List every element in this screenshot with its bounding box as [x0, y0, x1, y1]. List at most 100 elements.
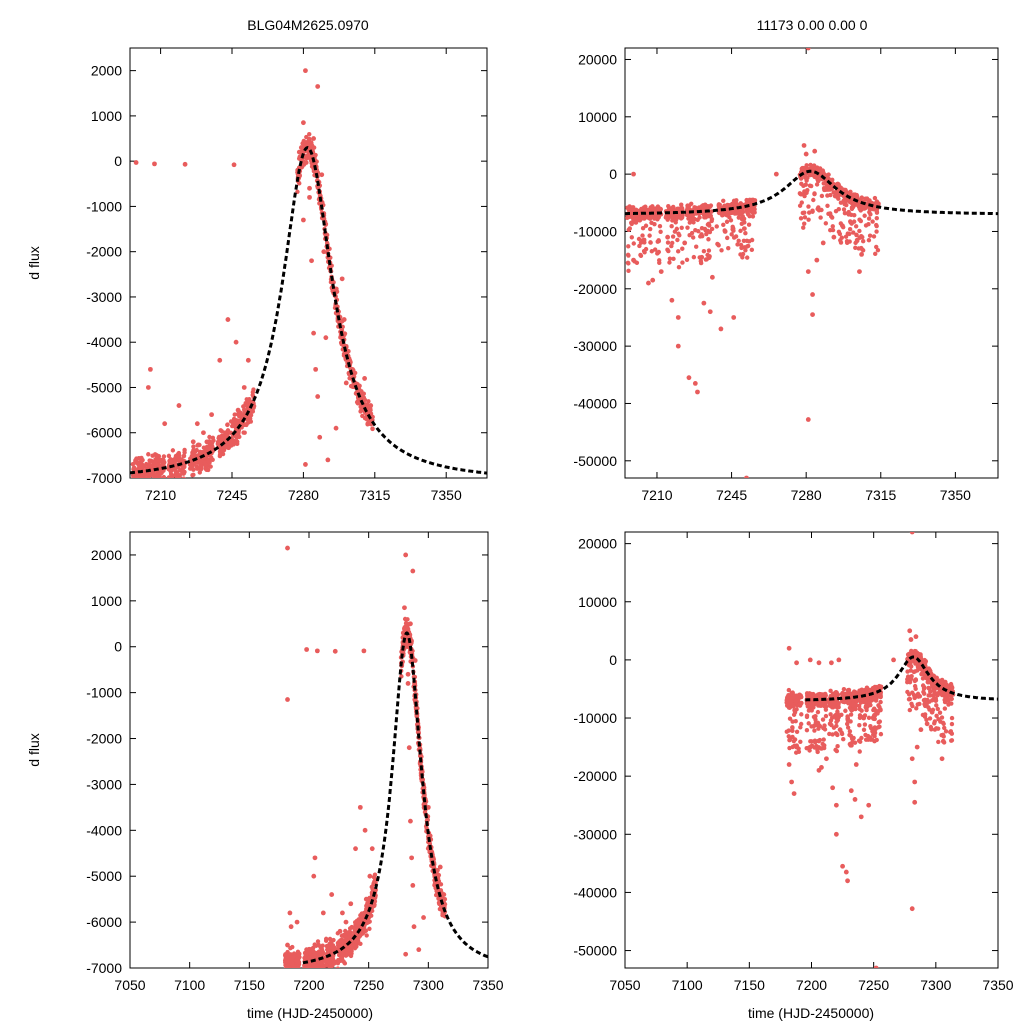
data-point [833, 712, 839, 718]
y-tick-label: -40000 [573, 884, 617, 900]
data-point [665, 240, 671, 245]
data-point [285, 942, 290, 948]
data-point [162, 421, 168, 427]
data-point [631, 171, 636, 177]
data-point [810, 209, 815, 214]
data-point [139, 456, 144, 462]
data-point [798, 739, 803, 744]
data-point [923, 659, 929, 664]
data-point [949, 715, 955, 721]
data-point [829, 705, 835, 710]
data-point [298, 145, 304, 150]
data-point [626, 268, 631, 274]
data-point [726, 245, 731, 251]
data-point [805, 48, 811, 51]
data-point [290, 944, 295, 950]
data-point [224, 440, 230, 446]
x-tick-label: 7300 [920, 977, 951, 993]
data-point [791, 712, 797, 717]
data-point [175, 480, 179, 484]
data-point [351, 374, 356, 379]
data-point [410, 882, 416, 888]
data-point [306, 971, 310, 975]
data-point [665, 234, 671, 240]
data-point [182, 161, 188, 167]
data-point [949, 696, 954, 702]
data-point [714, 224, 719, 229]
data-point [874, 229, 879, 234]
data-point [155, 478, 159, 482]
data-point [313, 161, 318, 167]
data-point [827, 731, 832, 737]
y-tick-label: 10000 [578, 594, 617, 610]
data-point [343, 919, 349, 925]
data-point [323, 335, 329, 341]
data-point [906, 697, 912, 702]
data-point [865, 733, 871, 739]
data-point [286, 970, 290, 974]
data-point [942, 725, 947, 731]
data-point [689, 230, 695, 236]
data-point [284, 970, 288, 974]
panel-bottom-right: 7050 7100 7150 7200 7250 7300 735020000100000-… [573, 531, 1014, 993]
data-point [313, 152, 318, 158]
data-point [197, 450, 203, 455]
data-point [363, 896, 369, 902]
data-point [808, 701, 813, 706]
data-point [139, 482, 143, 486]
data-point [320, 910, 326, 916]
y-tick-label: 10000 [578, 109, 617, 125]
data-point [823, 691, 828, 697]
data-point [936, 739, 941, 745]
data-point [339, 955, 345, 960]
data-point [217, 357, 223, 363]
data-point [416, 947, 422, 953]
data-point [335, 966, 340, 968]
data-point [312, 855, 318, 861]
y-tick-label: -4000 [86, 334, 122, 350]
data-point [846, 211, 852, 217]
data-point [733, 203, 738, 208]
data-point [680, 246, 685, 251]
data-point [284, 972, 288, 976]
data-point [838, 240, 844, 245]
data-point [342, 331, 348, 336]
data-point [819, 746, 824, 751]
data-point [145, 472, 150, 477]
data-point [670, 218, 675, 223]
data-point [798, 216, 804, 221]
data-point [191, 447, 196, 453]
data-point [195, 466, 200, 471]
data-point [149, 478, 153, 482]
data-point [731, 198, 737, 204]
data-point [204, 439, 209, 445]
data-point [694, 244, 699, 249]
data-point [820, 700, 825, 705]
data-point [809, 739, 814, 744]
plot-frame [624, 47, 999, 479]
data-point [337, 928, 343, 934]
data-point [161, 454, 167, 459]
data-point [152, 480, 156, 484]
y-tick-label: 2000 [91, 63, 122, 79]
data-point [833, 694, 838, 699]
data-point [675, 249, 681, 254]
data-point [296, 967, 299, 968]
data-point [836, 229, 842, 235]
data-point [312, 969, 316, 973]
data-point [692, 381, 698, 386]
data-point [658, 229, 663, 234]
data-point [145, 385, 151, 390]
data-point [913, 686, 918, 692]
data-point [230, 423, 235, 429]
data-point [859, 708, 864, 713]
data-point [308, 969, 312, 973]
data-point [856, 246, 861, 251]
data-point [721, 198, 726, 203]
data-point [667, 260, 672, 265]
data-point [851, 230, 856, 235]
x-tick-label: 7315 [865, 487, 896, 503]
data-point [920, 676, 926, 681]
data-point [306, 139, 311, 145]
data-point [866, 715, 872, 721]
